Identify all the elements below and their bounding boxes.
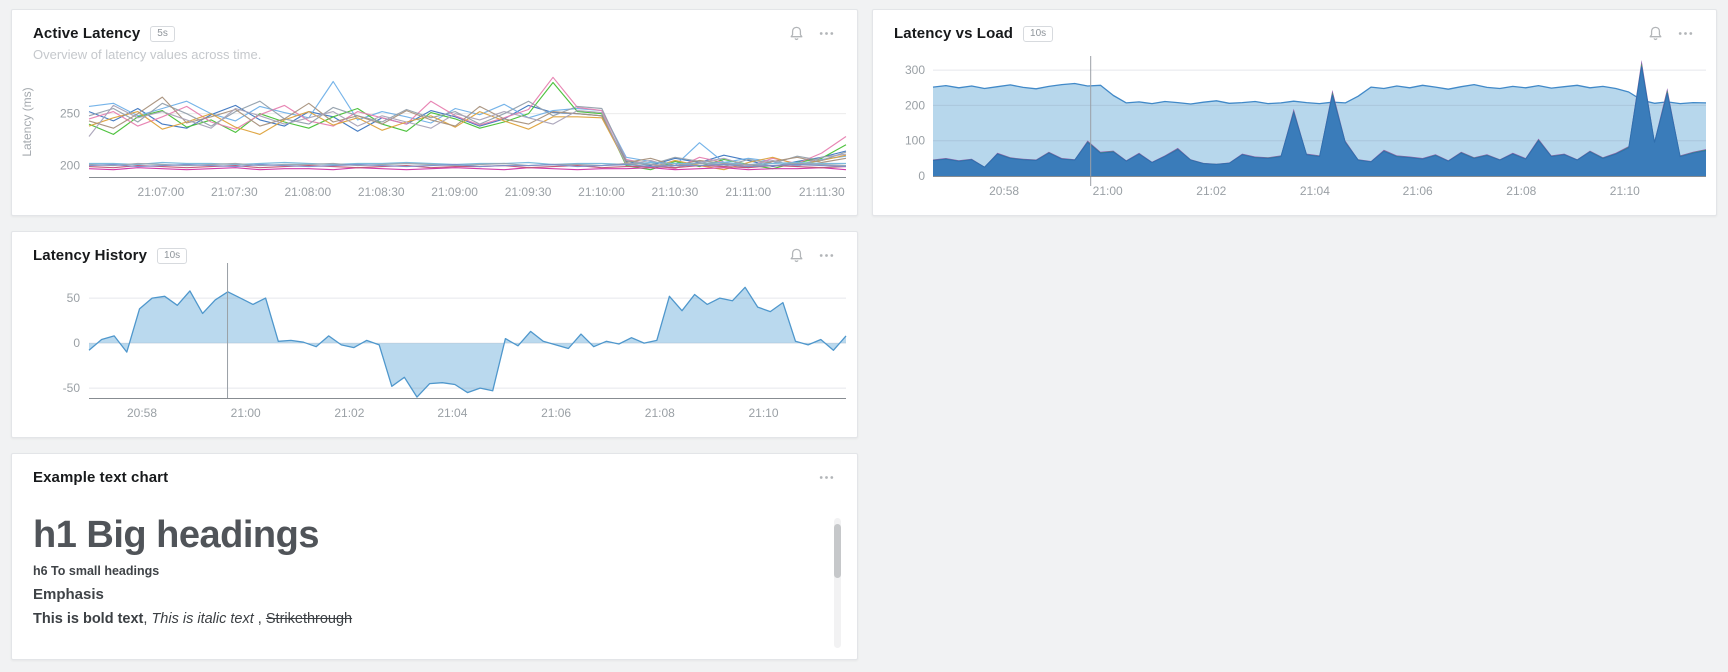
svg-text:0: 0 [73,336,80,350]
text-chart-paragraph: This is bold text, This is italic text ,… [33,611,352,627]
refresh-interval-badge: 10s [157,247,188,264]
refresh-interval-badge: 10s [1023,25,1054,42]
svg-text:21:02: 21:02 [1196,184,1226,198]
ellipsis-icon[interactable] [818,247,835,264]
latency-line-chart[interactable]: 250 200 21:07:00 21:07:30 21:08:00 21:08:30 21… [12,10,857,215]
panel-example-text-chart: Example text chart h1 Big headings h6 To… [11,453,858,660]
svg-text:21:00: 21:00 [231,406,261,420]
text-chart-h6: h6 To small headings [33,564,160,578]
text-chart-h1: h1 Big headings [33,514,319,556]
bell-icon[interactable] [1647,25,1664,42]
svg-text:21:07:00: 21:07:00 [138,185,185,199]
svg-text:21:04: 21:04 [1300,184,1330,198]
svg-text:21:10:30: 21:10:30 [652,185,699,199]
svg-text:300: 300 [905,63,925,77]
svg-text:21:08: 21:08 [645,406,675,420]
svg-text:21:09:30: 21:09:30 [505,185,552,199]
svg-text:21:07:30: 21:07:30 [211,185,258,199]
ellipsis-icon[interactable] [818,25,835,42]
panel-title: Latency History [33,247,148,264]
separator-text: , [253,611,266,627]
text-chart-emphasis: Emphasis [33,586,104,603]
svg-text:100: 100 [905,134,925,148]
panel-header: Latency History 10s [33,247,188,264]
panel-active-latency: 250 200 21:07:00 21:07:30 21:08:00 21:08:30 21… [11,9,858,216]
svg-text:21:11:30: 21:11:30 [799,185,845,199]
panel-latency-vs-load: 300 200 100 0 20:58 21:00 21:02 21:04 21:06 21:08… [872,9,1717,216]
panel-title: Active Latency [33,25,141,42]
svg-text:21:00: 21:00 [1093,184,1123,198]
svg-text:Latency (ms): Latency (ms) [20,87,34,156]
svg-text:21:06: 21:06 [541,406,571,420]
svg-text:21:04: 21:04 [437,406,467,420]
svg-text:200: 200 [60,159,80,173]
svg-text:21:08:00: 21:08:00 [284,185,331,199]
svg-text:0: 0 [918,169,925,183]
bold-text: This is bold text [33,611,144,627]
panel-subtitle: Overview of latency values across time. [33,47,262,62]
panel-title: Example text chart [33,469,169,486]
refresh-interval-badge: 5s [150,25,175,42]
svg-text:200: 200 [905,98,925,112]
panel-header: Example text chart [33,469,168,486]
svg-text:21:10:00: 21:10:00 [578,185,625,199]
svg-text:20:58: 20:58 [127,406,157,420]
svg-text:21:08: 21:08 [1506,184,1536,198]
panel-title: Latency vs Load [894,25,1014,42]
italic-text: This is italic text [151,611,254,627]
svg-text:-50: -50 [63,381,81,395]
latency-history-area-chart[interactable]: 50 0 -50 20:58 21:00 21:02 21:04 21:06 21:08 21:1… [12,232,857,437]
svg-text:21:10: 21:10 [1610,184,1640,198]
svg-text:21:02: 21:02 [334,406,364,420]
ellipsis-icon[interactable] [1677,25,1694,42]
scrollbar-track [834,518,841,648]
svg-text:50: 50 [67,291,81,305]
svg-text:21:06: 21:06 [1403,184,1433,198]
panel-header: Latency vs Load 10s [894,25,1054,42]
svg-text:21:09:00: 21:09:00 [431,185,478,199]
panel-header: Active Latency 5s [33,25,175,42]
separator-text: , [143,611,152,627]
svg-text:21:10: 21:10 [748,406,778,420]
svg-text:20:58: 20:58 [989,184,1019,198]
latency-load-area-chart[interactable]: 300 200 100 0 20:58 21:00 21:02 21:04 21:06 21:08… [873,10,1716,215]
bell-icon[interactable] [788,25,805,42]
strikethrough-text: Strikethrough [265,611,353,627]
svg-text:21:08:30: 21:08:30 [358,185,405,199]
panel-latency-history: 50 0 -50 20:58 21:00 21:02 21:04 21:06 21:08 21:1… [11,231,858,438]
bell-icon[interactable] [788,247,805,264]
ellipsis-icon[interactable] [818,469,835,486]
svg-text:21:11:00: 21:11:00 [725,185,771,199]
scrollbar-thumb[interactable] [834,524,841,578]
svg-text:250: 250 [60,107,80,121]
